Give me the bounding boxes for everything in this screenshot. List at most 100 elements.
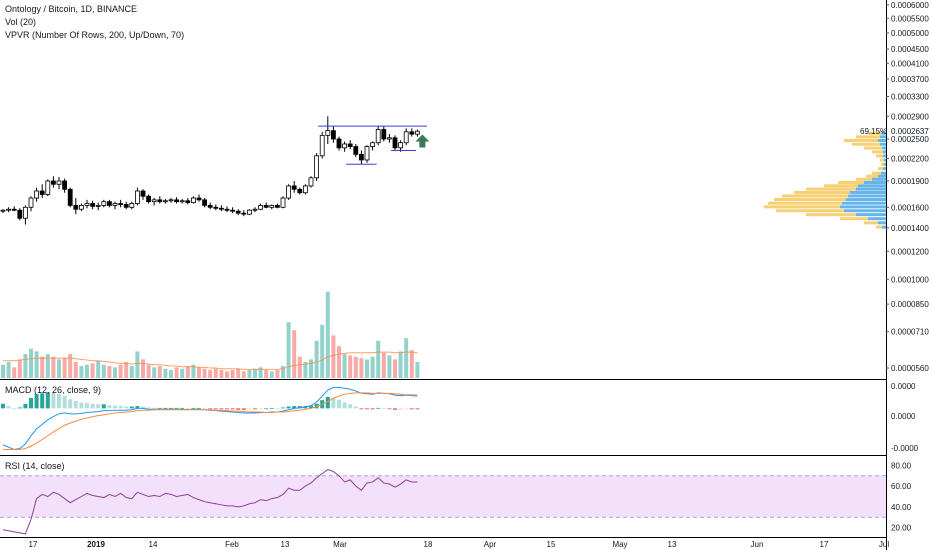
candle: [11, 208, 17, 211]
legend-vpvr[interactable]: VPVR (Number Of Rows, 200, Up/Down, 70): [5, 30, 185, 40]
macd-histogram-bar: [129, 406, 134, 409]
macd-histogram-bar: [174, 407, 179, 409]
volume-bar: [79, 366, 84, 378]
volume-bars: [1, 291, 420, 378]
macd-histogram-bar: [113, 405, 117, 409]
macd-histogram-bar: [415, 408, 420, 410]
vpvr-up-bar: [858, 184, 886, 188]
vpvr-up-bar: [864, 181, 886, 185]
volume-bar: [146, 364, 151, 378]
legend-symbol[interactable]: Ontology / Bitcoin, 1D, BINANCE: [5, 4, 138, 14]
candle: [241, 212, 247, 215]
price-axis[interactable]: 0.0006000 0.0005500 0.0005000 0.0004500 0.00…: [860, 1, 929, 373]
macd-histogram-bar: [62, 396, 67, 409]
candle: [34, 190, 39, 199]
macd-histogram-bar: [68, 399, 73, 409]
rsi-tick-label: 60.00: [891, 482, 912, 491]
volume-bar: [163, 368, 168, 378]
volume-bar: [230, 370, 235, 378]
candle: [112, 203, 118, 206]
candle: [157, 199, 163, 203]
candle: [364, 146, 370, 161]
candle: [392, 137, 398, 149]
macd-histogram-bar: [124, 406, 129, 409]
vpvr-up-bar: [882, 146, 886, 150]
volume-bar: [6, 362, 11, 378]
volume-bar: [23, 354, 28, 378]
candle: [342, 143, 348, 149]
candles: [0, 116, 420, 225]
candle: [185, 200, 191, 204]
macd-histogram-bar: [6, 406, 11, 409]
candle: [79, 205, 84, 210]
candle: [336, 138, 342, 149]
vpvr-down-bar: [864, 221, 878, 225]
candle: [107, 201, 112, 206]
candle: [314, 155, 320, 179]
macd-histogram-bar: [331, 397, 336, 409]
volume-bar: [359, 358, 364, 378]
vpvr-down-bar: [838, 181, 864, 185]
time-tick-label: Mar: [333, 540, 347, 549]
macd-histogram-bar: [197, 407, 201, 409]
candle: [101, 201, 107, 206]
volume-bar: [85, 364, 89, 378]
candle: [235, 210, 241, 214]
legend-macd[interactable]: MACD (12, 26, close, 9): [5, 385, 102, 395]
candle: [258, 205, 264, 210]
candle: [280, 197, 286, 208]
volume-bar: [68, 354, 73, 378]
time-tick-label: 17: [820, 540, 829, 549]
vpvr-down-bar: [852, 142, 880, 146]
volume-bar: [387, 355, 392, 378]
time-tick-label: Feb: [225, 540, 239, 549]
time-axis[interactable]: 17 2019 14 Feb 13 Mar 18 Apr 15 May 13 Jun 17 Jul: [29, 540, 890, 549]
candle: [146, 195, 152, 203]
legend-volume[interactable]: Vol (20): [5, 17, 37, 27]
macd-histogram-bar: [180, 407, 185, 409]
volume-bar: [1, 364, 5, 378]
candle: [230, 209, 236, 212]
macd-histogram-bar: [393, 408, 397, 410]
vpvr-down-bar: [881, 162, 884, 166]
candle: [291, 185, 297, 190]
rsi-tick-label: 80.00: [891, 461, 912, 470]
volume-bar: [269, 371, 274, 378]
vpvr-down-bar: [806, 213, 856, 217]
candle: [370, 142, 376, 147]
macd-tick-label: 0.0000: [891, 382, 916, 391]
candle: [297, 188, 303, 194]
price-tick-label: 0.0005000: [891, 29, 929, 38]
candle: [414, 130, 420, 135]
time-tick-label: 15: [547, 540, 556, 549]
price-tick-label: 0.0000710: [891, 328, 929, 337]
legend-rsi[interactable]: RSI (14, close): [5, 461, 65, 471]
candle: [381, 129, 387, 140]
volume-bar: [129, 366, 134, 378]
macd-histogram-bar: [292, 406, 297, 409]
vpvr-down-bar: [864, 146, 882, 150]
macd-histogram-bar: [202, 408, 207, 410]
vpvr-down-bar: [782, 194, 848, 198]
rsi-line: [2, 468, 418, 535]
vpvr-up-bar: [848, 194, 886, 198]
macd-histogram-bar: [118, 406, 123, 409]
candle: [22, 206, 28, 219]
volume-bar: [309, 359, 313, 378]
macd-histogram-bar: [337, 399, 341, 409]
candle: [95, 205, 101, 207]
volume-bar: [303, 362, 308, 378]
volume-bar: [135, 351, 140, 378]
macd-histogram-bar: [1, 403, 5, 409]
volume-bar: [241, 371, 246, 378]
candle: [28, 197, 34, 208]
candle: [129, 203, 135, 208]
candle: [179, 200, 185, 203]
volume-bar: [185, 366, 190, 378]
volume-bar: [393, 359, 397, 378]
candle: [162, 200, 168, 203]
time-tick-label: Jul: [879, 540, 889, 549]
macd-histogram-bar: [297, 406, 302, 409]
vpvr-up-bar: [882, 131, 886, 135]
